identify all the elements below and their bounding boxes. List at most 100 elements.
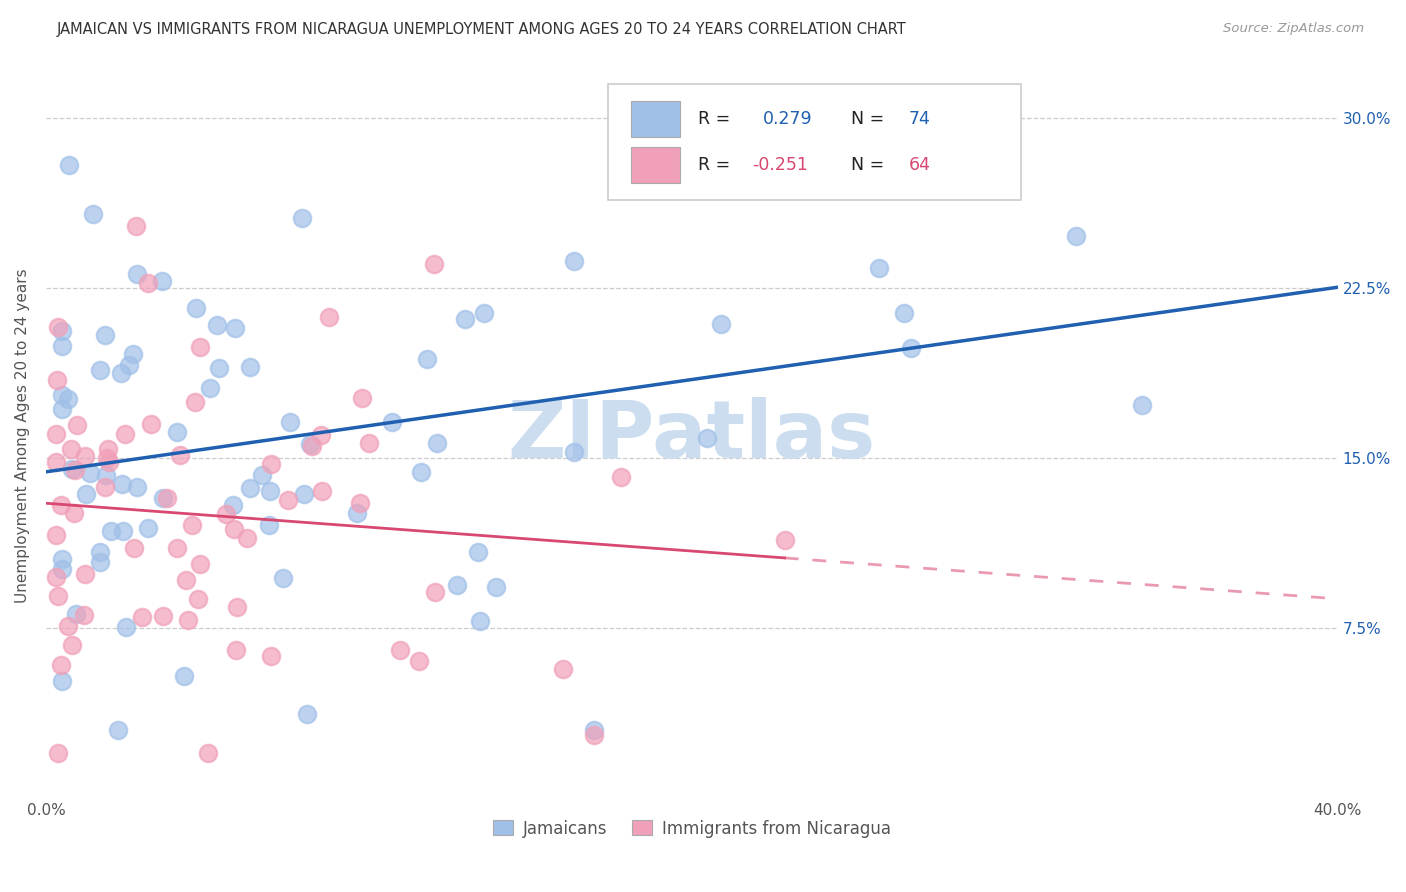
Point bbox=[298, 437, 321, 451]
Text: JAMAICAN VS IMMIGRANTS FROM NICARAGUA UNEMPLOYMENT AMONG AGES 20 TO 24 YEARS COR: JAMAICAN VS IMMIGRANTS FROM NICARAGUA UN… bbox=[56, 22, 905, 37]
Point bbox=[277, 493, 299, 508]
Point bbox=[122, 541, 145, 556]
Point bbox=[181, 518, 204, 533]
Point bbox=[239, 360, 262, 375]
Point bbox=[423, 256, 446, 270]
Point bbox=[97, 442, 120, 456]
Point bbox=[174, 573, 197, 587]
Point bbox=[409, 465, 432, 479]
Point bbox=[472, 306, 495, 320]
Point bbox=[292, 486, 315, 500]
Point bbox=[610, 470, 633, 484]
Point bbox=[425, 436, 447, 450]
Point bbox=[446, 578, 468, 592]
Point bbox=[224, 321, 246, 335]
Point bbox=[45, 427, 67, 442]
Point bbox=[94, 328, 117, 343]
Text: N =: N = bbox=[851, 156, 890, 174]
Point bbox=[423, 584, 446, 599]
Point bbox=[583, 728, 606, 742]
Point bbox=[454, 312, 477, 326]
Point bbox=[58, 158, 80, 172]
Point bbox=[389, 643, 412, 657]
Point bbox=[665, 110, 688, 124]
Point bbox=[136, 277, 159, 291]
Point bbox=[96, 450, 118, 465]
Point bbox=[51, 325, 73, 339]
Point bbox=[62, 506, 84, 520]
Point bbox=[59, 442, 82, 456]
Point bbox=[177, 613, 200, 627]
Point bbox=[112, 524, 135, 538]
Point bbox=[51, 498, 73, 512]
Point bbox=[89, 545, 111, 559]
Point bbox=[60, 638, 83, 652]
Point bbox=[415, 352, 437, 367]
Point bbox=[184, 395, 207, 409]
Point bbox=[73, 449, 96, 463]
Point bbox=[291, 211, 314, 225]
Point bbox=[114, 619, 136, 633]
Point bbox=[197, 746, 219, 760]
Point bbox=[868, 261, 890, 276]
Point bbox=[139, 417, 162, 432]
Point bbox=[75, 567, 97, 582]
Point bbox=[51, 658, 73, 673]
Text: ZIPatlas: ZIPatlas bbox=[508, 397, 876, 475]
Text: Source: ZipAtlas.com: Source: ZipAtlas.com bbox=[1223, 22, 1364, 36]
Point bbox=[110, 477, 132, 491]
Point bbox=[1064, 229, 1087, 244]
Point bbox=[89, 363, 111, 377]
Point bbox=[138, 521, 160, 535]
Text: 74: 74 bbox=[908, 110, 931, 128]
Point bbox=[207, 318, 229, 333]
Point bbox=[190, 557, 212, 571]
Point bbox=[51, 674, 73, 689]
Point bbox=[311, 483, 333, 498]
Point bbox=[295, 707, 318, 722]
Point bbox=[260, 457, 283, 471]
Point bbox=[82, 207, 104, 221]
Text: N =: N = bbox=[851, 110, 890, 128]
Point bbox=[65, 607, 87, 621]
Point bbox=[97, 455, 120, 469]
Point bbox=[235, 531, 257, 545]
Point bbox=[45, 570, 67, 584]
Text: R =: R = bbox=[699, 110, 735, 128]
Point bbox=[893, 305, 915, 319]
Point bbox=[271, 571, 294, 585]
Point bbox=[208, 361, 231, 376]
Point bbox=[114, 427, 136, 442]
Point bbox=[169, 448, 191, 462]
Point bbox=[301, 439, 323, 453]
Point bbox=[1130, 398, 1153, 412]
Point bbox=[564, 253, 586, 268]
Point bbox=[89, 555, 111, 569]
Point bbox=[280, 415, 302, 429]
Point bbox=[260, 648, 283, 663]
Point bbox=[710, 317, 733, 331]
Point bbox=[352, 391, 374, 405]
Point bbox=[100, 524, 122, 538]
FancyBboxPatch shape bbox=[631, 147, 681, 183]
Point bbox=[683, 105, 706, 120]
Point bbox=[349, 496, 371, 510]
Point bbox=[187, 592, 209, 607]
Point bbox=[152, 491, 174, 506]
Point bbox=[79, 466, 101, 480]
Point bbox=[188, 340, 211, 354]
Point bbox=[60, 462, 83, 476]
Point bbox=[125, 267, 148, 281]
Point bbox=[155, 491, 177, 505]
Point bbox=[485, 580, 508, 594]
Point bbox=[259, 483, 281, 498]
Point bbox=[56, 392, 79, 407]
Point bbox=[51, 401, 73, 416]
Point bbox=[45, 455, 67, 469]
Point bbox=[118, 358, 141, 372]
Point bbox=[73, 608, 96, 623]
Point bbox=[51, 339, 73, 353]
Point bbox=[125, 480, 148, 494]
Point bbox=[381, 415, 404, 429]
Point bbox=[166, 541, 188, 556]
